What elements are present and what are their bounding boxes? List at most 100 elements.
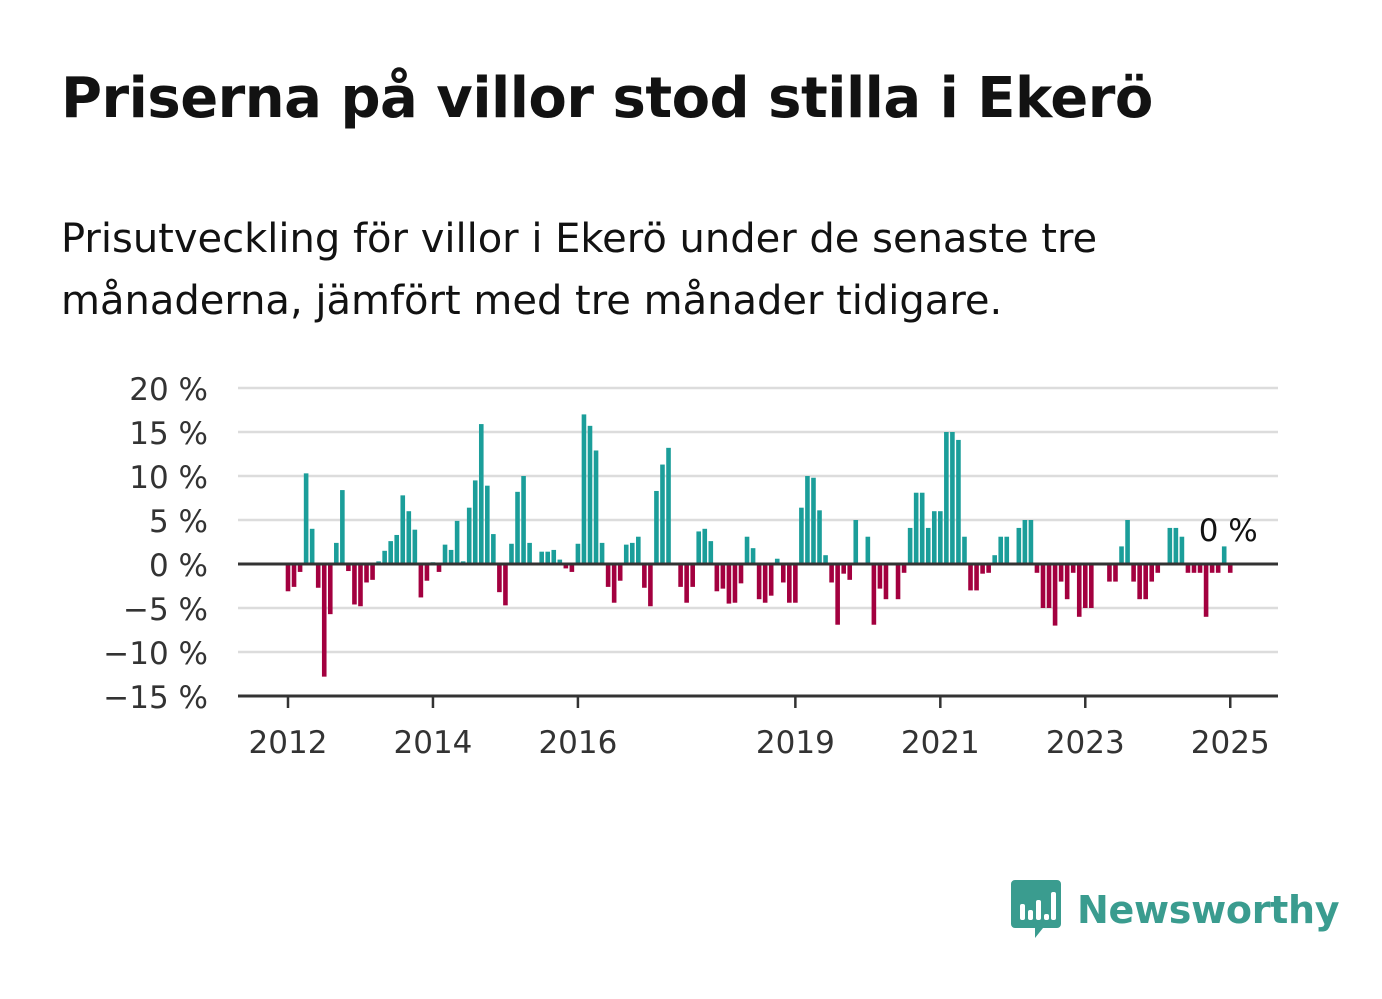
bar	[907, 527, 913, 564]
bar	[1227, 564, 1233, 573]
bar	[587, 425, 593, 564]
y-tick-label: 10 %	[129, 460, 208, 496]
bar	[418, 564, 424, 598]
bar	[309, 528, 315, 564]
bar	[720, 564, 726, 589]
bar	[472, 480, 478, 564]
bar	[968, 564, 973, 591]
bar	[648, 564, 653, 607]
bar	[762, 564, 768, 603]
bar	[901, 564, 907, 573]
axes	[238, 562, 1278, 708]
bar	[358, 564, 363, 607]
bar	[1155, 564, 1161, 573]
bar	[1052, 564, 1058, 626]
y-tick-label: −5 %	[123, 592, 208, 628]
bar	[666, 447, 671, 564]
y-tick-label: 0 %	[149, 548, 208, 584]
bar	[702, 528, 708, 564]
x-tick-label: 2014	[394, 725, 473, 761]
bar	[1064, 564, 1070, 600]
grid-lines	[238, 386, 1278, 654]
bar	[1209, 564, 1215, 573]
bar	[847, 564, 853, 580]
bar	[406, 511, 412, 564]
bar	[696, 531, 702, 564]
bar	[919, 492, 925, 564]
bar	[811, 477, 816, 564]
bar	[1137, 564, 1142, 600]
bar	[708, 541, 714, 564]
annotation: 0 %	[1199, 513, 1258, 549]
bar	[1058, 564, 1064, 582]
y-tick-label: 20 %	[129, 372, 208, 408]
x-tick-label: 2021	[901, 725, 980, 761]
bar	[617, 564, 623, 581]
bar	[1125, 520, 1130, 564]
bar	[950, 432, 955, 564]
bar	[521, 476, 526, 564]
bar	[436, 564, 442, 572]
bar	[527, 542, 532, 564]
chart-title: Priserna på villor stod stilla i Ekerö	[61, 66, 1153, 131]
bar	[992, 555, 997, 564]
bar	[1004, 536, 1010, 564]
bar	[557, 559, 563, 564]
bar	[382, 550, 387, 564]
bar	[744, 536, 750, 564]
bar	[1167, 527, 1173, 564]
bar	[394, 534, 400, 564]
newsworthy-logo: Newsworthy	[1011, 880, 1340, 940]
bar	[654, 490, 659, 564]
bar	[611, 564, 617, 603]
bar	[497, 564, 502, 593]
bar	[636, 536, 641, 564]
bar	[327, 564, 333, 615]
x-tick-label: 2019	[756, 725, 835, 761]
bar	[998, 536, 1004, 564]
bar	[1076, 564, 1082, 617]
bar	[442, 544, 448, 564]
bar	[1119, 546, 1124, 564]
latest-value-label: 0 %	[1199, 513, 1258, 549]
bar	[986, 564, 991, 573]
bar	[787, 564, 792, 603]
bar	[466, 507, 472, 564]
bar	[925, 527, 931, 564]
bar	[1203, 564, 1209, 617]
bar	[569, 564, 575, 572]
bar	[678, 564, 683, 587]
bar	[1131, 564, 1136, 582]
bar	[581, 414, 587, 564]
bar	[738, 564, 744, 584]
bar	[750, 548, 756, 564]
bar	[605, 564, 611, 587]
bar	[726, 564, 732, 604]
y-axis-labels: 20 % 15 % 10 % 5 % 0 % −5 % −10 % −15 %	[103, 372, 208, 716]
bar	[793, 564, 798, 603]
x-tick-label: 2025	[1191, 725, 1270, 761]
bar	[1022, 520, 1028, 564]
bar	[509, 543, 514, 564]
bar	[599, 542, 605, 564]
bar	[714, 564, 720, 592]
y-tick-label: −10 %	[103, 636, 208, 672]
bar	[593, 450, 599, 564]
bar	[835, 564, 840, 625]
bar	[841, 564, 846, 574]
bar	[291, 564, 297, 587]
bar	[974, 564, 979, 591]
bar	[551, 549, 557, 564]
bar	[515, 491, 520, 564]
bar	[478, 424, 484, 564]
bar	[768, 564, 774, 596]
bar	[1107, 564, 1112, 582]
bar	[817, 510, 822, 564]
bar	[1185, 564, 1191, 573]
bar	[491, 534, 496, 564]
bar	[895, 564, 901, 600]
bar	[1046, 564, 1052, 608]
bar	[352, 564, 357, 605]
bar	[1173, 527, 1179, 564]
